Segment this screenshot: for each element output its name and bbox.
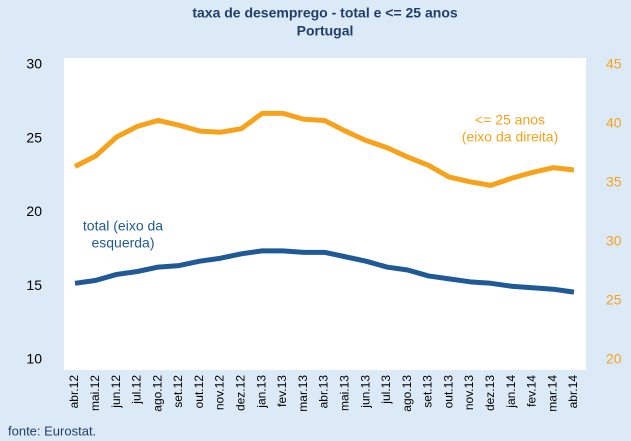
annotation: esquerda)	[91, 235, 154, 251]
x-tick-label: abr.13	[317, 375, 331, 409]
x-tick-label: ago.13	[400, 375, 414, 412]
y2-tick-label: 35	[606, 174, 622, 190]
y-tick-label: 15	[26, 277, 42, 293]
x-tick-label: fev.14	[525, 375, 539, 407]
y2-tick-label: 20	[606, 351, 622, 367]
x-tick-label: set.13	[421, 375, 435, 408]
y2-tick-label: 45	[606, 56, 622, 72]
y-tick-label: 25	[26, 129, 42, 145]
x-tick-label: mar.13	[296, 375, 310, 412]
plot-area	[64, 58, 586, 370]
annotation: (eixo da direita)	[462, 129, 559, 145]
x-tick-label: jul.13	[379, 375, 393, 405]
x-tick-label: mar.14	[545, 375, 559, 412]
x-tick-label: out.13	[441, 375, 455, 409]
x-tick-label: nov.13	[462, 375, 476, 410]
x-tick-label: fev.13	[275, 375, 289, 407]
x-tick-label: dez.12	[234, 375, 248, 411]
x-tick-label: abr.14	[566, 375, 580, 409]
chart-subtitle: Portugal	[297, 23, 354, 39]
y2-tick-label: 40	[606, 115, 622, 131]
x-tick-label: jan.14	[504, 375, 518, 409]
x-tick-label: out.12	[192, 375, 206, 409]
x-tick-label: jan.13	[254, 375, 268, 409]
x-tick-label: abr.12	[67, 375, 81, 409]
y-tick-label: 10	[26, 351, 42, 367]
annotation: total (eixo da	[83, 218, 163, 234]
x-tick-label: jun.12	[109, 375, 123, 409]
line-series	[73, 110, 575, 188]
y2-tick-label: 25	[606, 292, 622, 308]
y-tick-label: 20	[26, 203, 42, 219]
x-tick-label: jun.13	[358, 375, 372, 409]
x-tick-label: nov.12	[213, 375, 227, 410]
x-tick-label: ago.12	[150, 375, 164, 412]
y2-tick-label: 30	[606, 233, 622, 249]
chart-title: taxa de desemprego - total e <= 25 anos	[192, 5, 458, 21]
annotation: <= 25 anos	[475, 112, 545, 128]
x-tick-label: mai.13	[337, 375, 351, 411]
x-tick-label: set.12	[171, 375, 185, 408]
x-tick-label: jul.12	[130, 375, 144, 405]
x-tick-label: dez.13	[483, 375, 497, 411]
source: fonte: Eurostat.	[8, 423, 96, 438]
y-tick-label: 30	[26, 56, 42, 72]
line-series	[74, 248, 575, 295]
x-tick-label: mai.12	[88, 375, 102, 411]
